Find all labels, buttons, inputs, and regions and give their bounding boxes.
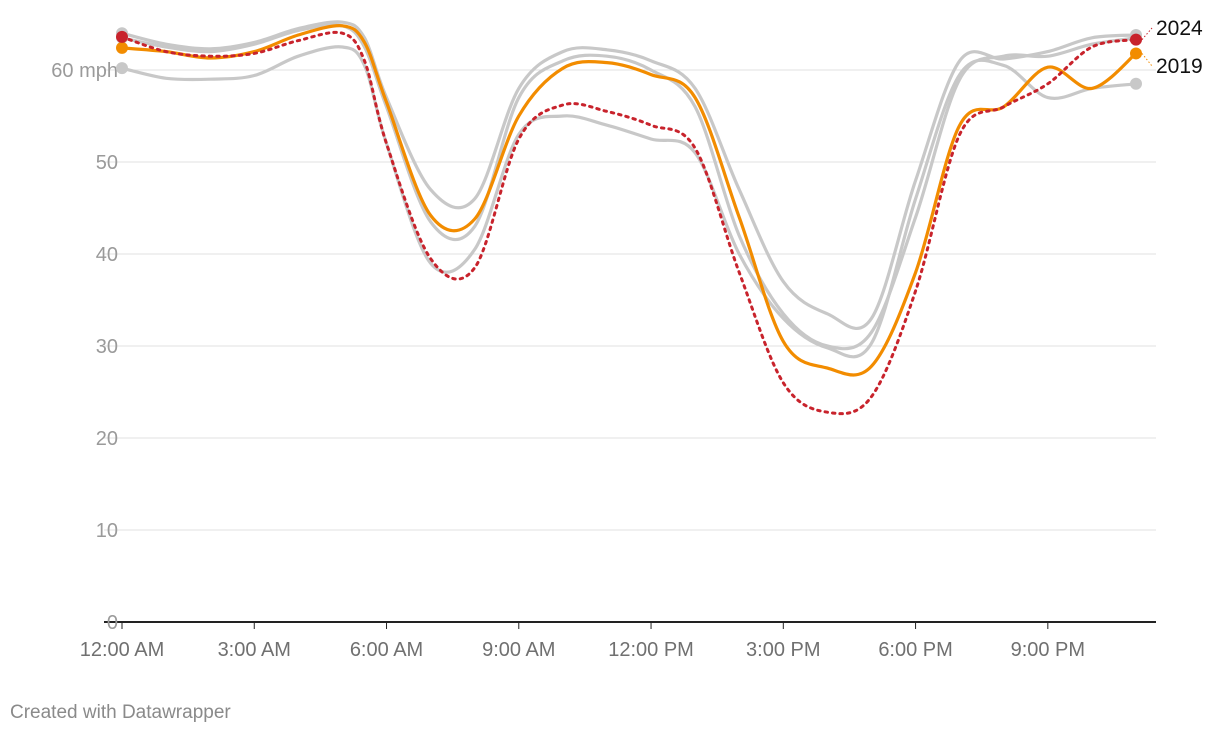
x-tick-label: 12:00 AM (80, 639, 165, 661)
series-end-point (1130, 33, 1142, 46)
x-tick-label: 6:00 PM (878, 639, 952, 661)
gridlines (104, 69, 1156, 623)
series-end-point (1130, 47, 1142, 60)
series-end-point (1130, 77, 1142, 90)
y-tick-label: 60 mph (51, 60, 118, 82)
label-connector (1141, 53, 1153, 67)
series-line-baseline-3 (120, 23, 1138, 351)
x-axis-ticks: 12:00 AM 3:00 AM 6:00 AM 9:00 AM 12:00 PM 3:0… (80, 622, 1085, 661)
series-markers (116, 27, 1142, 90)
y-tick-label: 20 (96, 428, 118, 450)
x-tick-label: 9:00 PM (1011, 639, 1085, 661)
series-line-baseline-2 (120, 20, 1138, 331)
y-tick-label: 40 (96, 244, 118, 266)
series-lines (120, 20, 1138, 416)
x-tick-label: 9:00 AM (482, 639, 555, 661)
y-axis-ticks: 0 10 20 30 40 50 60 mph (51, 60, 118, 634)
series-line-2024 (120, 30, 1138, 416)
x-tick-label: 6:00 AM (350, 639, 423, 661)
line-chart: 0 10 20 30 40 50 60 mph 12:00 AM 3:00 AM 6:00 AM… (51, 17, 1203, 661)
x-tick-label: 12:00 PM (608, 639, 694, 661)
label-connector (1141, 27, 1153, 40)
series-end-labels: 2019 2024 (1141, 17, 1203, 78)
series-start-point (116, 41, 128, 54)
y-tick-label: 0 (107, 612, 118, 634)
y-tick-label: 10 (96, 520, 118, 542)
x-tick-label: 3:00 PM (746, 639, 820, 661)
x-tick-label: 3:00 AM (218, 639, 291, 661)
credit-text: Created with Datawrapper (10, 702, 231, 723)
series-label-2024: 2024 (1156, 17, 1203, 40)
series-line-2019 (120, 24, 1138, 377)
y-tick-label: 50 (96, 152, 118, 174)
series-start-point (116, 62, 128, 75)
series-line-baseline-1 (120, 45, 1138, 359)
series-label-2019: 2019 (1156, 55, 1203, 78)
y-tick-label: 30 (96, 336, 118, 358)
series-start-point (116, 30, 128, 43)
